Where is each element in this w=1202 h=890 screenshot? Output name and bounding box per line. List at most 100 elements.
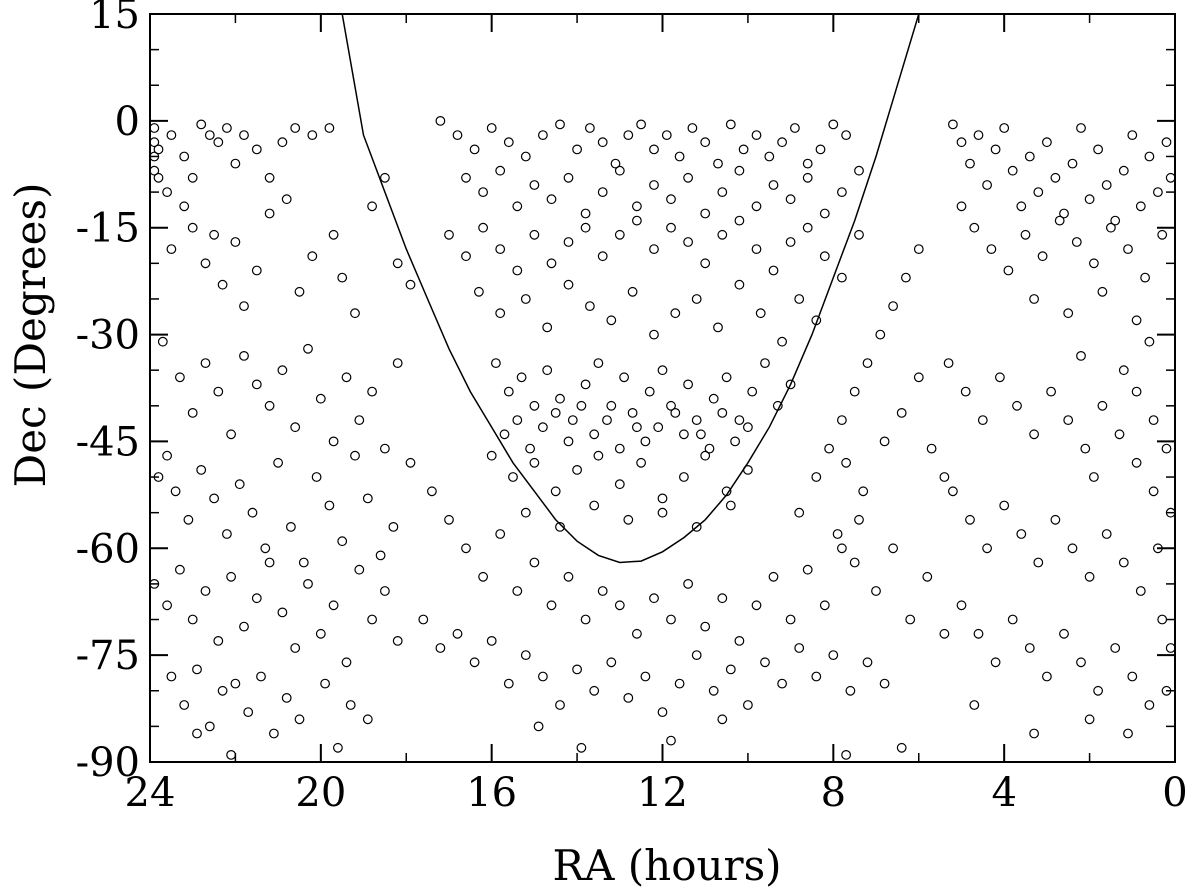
data-point [1123,728,1133,739]
data-point [1140,272,1150,283]
data-point [755,308,766,319]
data-point [1041,137,1052,148]
data-point [1076,351,1086,361]
data-point [717,408,728,418]
data-point [217,685,228,696]
data-point [913,372,924,383]
data-point [939,628,950,639]
data-point [162,450,173,461]
data-point [166,130,177,141]
data-point [550,486,561,497]
data-point [999,500,1010,511]
data-point [298,557,309,568]
data-point [209,493,220,504]
data-point [1084,571,1095,582]
data-point [751,244,762,255]
data-point [713,158,723,169]
x-tick-label: 20 [295,770,346,816]
data-point [563,279,574,290]
data-point [811,671,822,682]
data-point [913,244,924,255]
data-point [213,636,224,646]
data-point [529,180,540,190]
data-point [632,422,642,433]
data-point [700,137,711,148]
data-point [977,415,988,426]
data-point [239,351,249,361]
data-point [251,593,262,604]
data-point [738,144,749,155]
data-point [555,522,565,532]
data-point [717,229,728,240]
data-point [1144,336,1155,347]
data-point [1135,201,1146,212]
data-point [418,614,429,625]
data-point [508,472,518,482]
data-point [973,130,984,141]
data-point [200,258,211,269]
data-point [734,215,745,226]
data-point [264,208,275,219]
x-tick-label: 8 [821,770,846,816]
data-point [183,514,194,525]
y-tick-label: -90 [76,740,140,786]
data-point [862,657,873,668]
data-point [187,172,198,183]
data-point [405,279,416,290]
data-point [213,137,224,148]
data-point [529,557,540,568]
data-point [499,429,510,440]
x-tick-label: 16 [466,770,517,816]
data-point [311,472,322,482]
data-point [213,386,224,397]
data-point [614,165,625,176]
data-point [243,707,254,717]
data-point [1007,614,1018,625]
data-point [1097,286,1108,297]
data-point [965,158,975,169]
data-point [785,237,796,247]
data-point [461,251,471,262]
data-point [204,721,215,732]
data-point [525,443,535,454]
data-point [717,714,728,725]
data-point [1020,229,1031,240]
data-point [337,272,348,283]
x-tick-label: 0 [1162,770,1187,816]
data-point [174,564,185,575]
data-point [747,386,758,397]
data-point [273,457,284,468]
data-point [256,671,266,682]
data-point [512,586,523,596]
data-point [1135,586,1146,596]
data-point [956,137,967,148]
data-point [328,600,339,611]
data-point [751,130,762,141]
data-point [649,180,659,190]
data-point [217,279,228,290]
data-point [1063,415,1074,426]
data-point [486,123,497,133]
data-point [1067,543,1078,554]
x-tick-label: 12 [637,770,688,816]
data-point [290,123,301,133]
data-point [435,643,446,653]
data-point [341,657,352,668]
data-point [606,315,617,326]
data-point [1161,137,1172,148]
data-point [824,443,834,454]
data-point [849,386,860,397]
data-point [614,600,625,611]
data-point [478,187,489,198]
data-point [520,151,531,162]
data-point [1131,386,1142,397]
data-point [550,408,561,418]
data-point [226,750,237,760]
data-point [657,493,668,504]
data-point [901,272,911,283]
data-point [1029,728,1039,739]
data-point [585,123,595,133]
data-point [307,130,318,141]
data-point [734,165,745,176]
data-point [589,500,600,511]
